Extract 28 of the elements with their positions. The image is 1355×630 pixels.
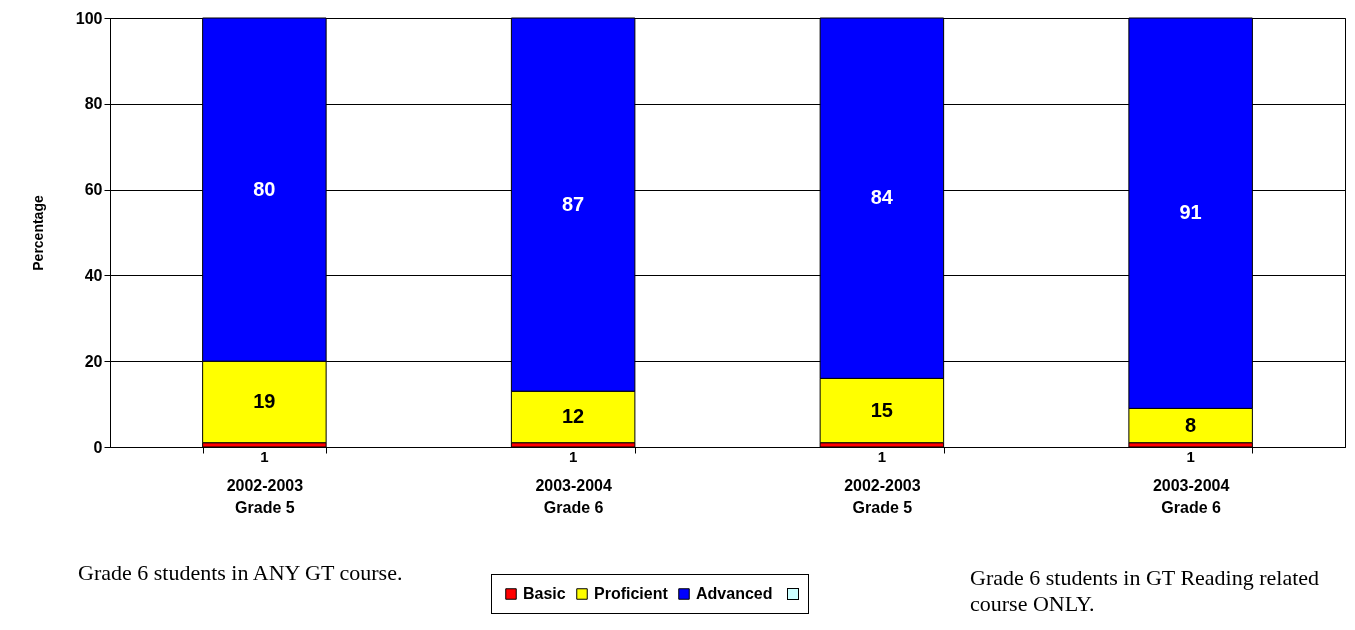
- legend-label: Advanced: [696, 585, 773, 602]
- data-label: 87: [562, 192, 585, 215]
- y-tick-label: 40: [84, 266, 103, 284]
- y-tick-label: 0: [93, 438, 103, 456]
- data-label: 80: [253, 177, 276, 200]
- legend-label: Basic: [523, 585, 566, 602]
- data-label: 8: [1185, 413, 1197, 436]
- y-axis-title: Percentage: [29, 195, 46, 271]
- y-tick-label: 20: [84, 352, 103, 370]
- y-tick-label: 100: [75, 9, 103, 27]
- data-label: 1: [1186, 448, 1195, 465]
- y-tick-label: 60: [84, 181, 103, 199]
- x-tick-label: 2002-2003 Grade 5: [226, 476, 304, 516]
- data-label: 91: [1179, 201, 1202, 224]
- x-tick-label: 2003-2004 Grade 6: [1152, 476, 1230, 516]
- data-label: 1: [260, 448, 269, 465]
- legend-label: Proficient: [594, 585, 669, 602]
- text: Grade 6 students in ANY GT course.: [78, 560, 404, 586]
- x-tick-label: 2002-2003 Grade 5: [844, 476, 921, 516]
- x-tick-label: 2003-2004 Grade 6: [535, 476, 612, 516]
- y-tick-label: 80: [84, 95, 103, 113]
- data-label: 1: [877, 448, 887, 465]
- data-label: 12: [562, 404, 585, 427]
- data-label: 1: [568, 448, 578, 465]
- data-label: 15: [870, 398, 893, 421]
- data-label: 19: [253, 389, 276, 412]
- data-label: 84: [870, 186, 894, 209]
- text: Grade 6 students in GT Reading related course ONLY.: [970, 565, 1321, 617]
